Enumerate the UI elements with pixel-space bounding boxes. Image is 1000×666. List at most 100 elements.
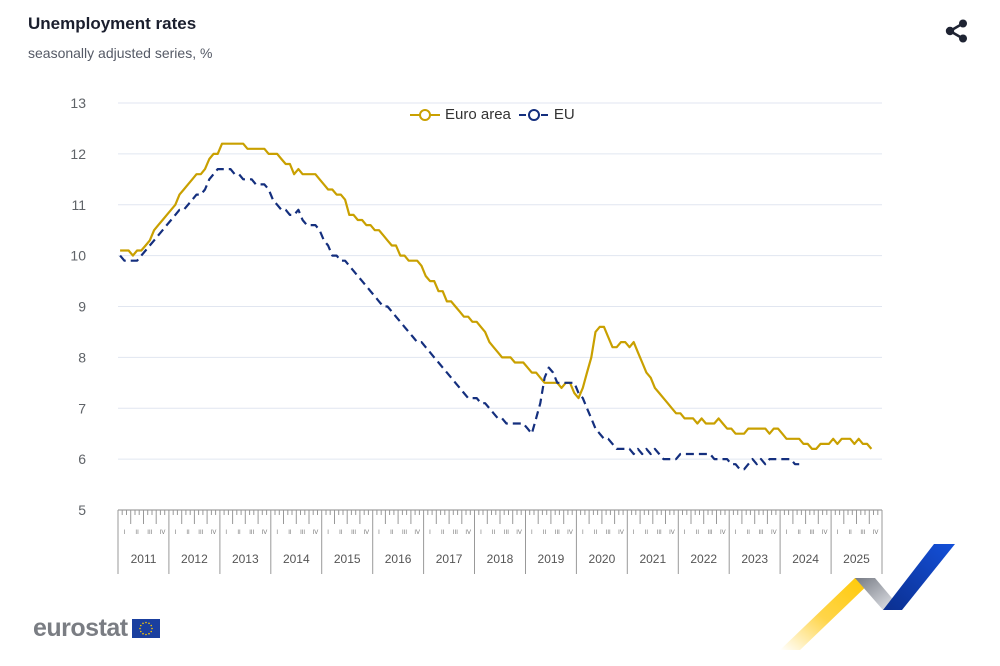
x-year-label: 2023 xyxy=(741,552,768,566)
series-line-eu[interactable] xyxy=(119,168,800,471)
x-quarter-label: IV xyxy=(822,530,828,536)
eu-legend-icon xyxy=(518,108,549,121)
legend-item-euro-area[interactable]: Euro area xyxy=(410,106,511,123)
x-quarter-label: III xyxy=(708,530,713,536)
x-quarter-label: IV xyxy=(873,530,879,536)
x-year-label: 2019 xyxy=(538,552,565,566)
x-quarter-label: IV xyxy=(313,530,319,536)
x-quarter-label: III xyxy=(402,530,407,536)
share-icon xyxy=(945,19,967,43)
x-quarter-label: IV xyxy=(160,530,166,536)
x-quarter-label: IV xyxy=(771,530,777,536)
x-quarter-label: I xyxy=(276,530,278,536)
x-quarter-label: III xyxy=(453,530,458,536)
x-quarter-label: I xyxy=(174,530,176,536)
x-quarter-label: IV xyxy=(567,530,573,536)
x-year-label: 2022 xyxy=(690,552,717,566)
x-year-label: 2017 xyxy=(436,552,463,566)
x-quarter-label: I xyxy=(582,530,584,536)
x-quarter-label: III xyxy=(249,530,254,536)
x-year-label: 2011 xyxy=(131,552,157,566)
legend-item-eu[interactable]: EU xyxy=(518,106,575,123)
x-year-label: 2024 xyxy=(792,552,819,566)
eurostat-logo: eurostat xyxy=(33,614,160,643)
x-quarter-label: II xyxy=(237,530,241,536)
x-quarter-label: II xyxy=(186,530,190,536)
series-line-euro-area[interactable] xyxy=(120,142,873,450)
x-quarter-label: IV xyxy=(211,530,217,536)
y-tick-label: 10 xyxy=(70,248,86,264)
x-quarter-label: III xyxy=(198,530,203,536)
x-quarter-label: II xyxy=(288,530,292,536)
x-quarter-label: I xyxy=(327,530,329,536)
x-quarter-label: II xyxy=(543,530,547,536)
x-year-label: 2016 xyxy=(385,552,412,566)
x-year-label: 2014 xyxy=(283,552,310,566)
logo-text: eurostat xyxy=(33,614,128,642)
x-year-label: 2020 xyxy=(589,552,616,566)
x-quarter-label: I xyxy=(837,530,839,536)
x-quarter-label: III xyxy=(758,530,763,536)
x-quarter-label: II xyxy=(492,530,496,536)
x-quarter-label: IV xyxy=(363,530,369,536)
x-quarter-label: IV xyxy=(414,530,420,536)
y-tick-label: 5 xyxy=(78,502,86,518)
x-quarter-label: III xyxy=(351,530,356,536)
x-quarter-label: III xyxy=(657,530,662,536)
chart-title: Unemployment rates xyxy=(28,14,197,33)
x-quarter-label: II xyxy=(645,530,649,536)
x-year-label: 2018 xyxy=(487,552,514,566)
x-quarter-label: I xyxy=(633,530,635,536)
x-quarter-label: II xyxy=(696,530,700,536)
x-quarter-label: III xyxy=(809,530,814,536)
euro-area-legend-icon xyxy=(410,108,440,121)
x-quarter-label: IV xyxy=(669,530,675,536)
y-tick-label: 6 xyxy=(78,451,86,467)
y-tick-label: 12 xyxy=(70,146,86,162)
x-quarter-label: III xyxy=(300,530,305,536)
x-year-label: 2013 xyxy=(232,552,259,566)
x-quarter-label: IV xyxy=(516,530,522,536)
x-quarter-label: III xyxy=(860,530,865,536)
x-quarter-label: III xyxy=(555,530,560,536)
x-quarter-label: II xyxy=(390,530,394,536)
x-quarter-label: IV xyxy=(465,530,471,536)
x-year-label: 2015 xyxy=(334,552,361,566)
legend-label-eu: EU xyxy=(553,106,575,123)
x-quarter-label: IV xyxy=(720,530,726,536)
x-quarter-label: III xyxy=(504,530,509,536)
x-quarter-label: II xyxy=(849,530,853,536)
x-quarter-label: II xyxy=(339,530,343,536)
x-quarter-label: II xyxy=(594,530,598,536)
x-quarter-label: III xyxy=(606,530,611,536)
y-tick-label: 13 xyxy=(70,95,86,111)
chart-subtitle: seasonally adjusted series, % xyxy=(28,45,213,61)
x-year-label: 2021 xyxy=(639,552,666,566)
y-tick-label: 8 xyxy=(78,349,86,365)
x-quarter-label: II xyxy=(441,530,445,536)
eu-flag-icon xyxy=(131,619,160,638)
x-quarter-label: I xyxy=(735,530,737,536)
y-tick-label: 7 xyxy=(78,400,86,416)
x-quarter-label: IV xyxy=(618,530,624,536)
decorative-ribbon-graphic xyxy=(780,544,955,650)
x-quarter-label: II xyxy=(135,530,139,536)
share-button[interactable] xyxy=(942,16,972,46)
x-quarter-label: II xyxy=(747,530,751,536)
x-quarter-label: I xyxy=(225,530,227,536)
x-quarter-label: IV xyxy=(262,530,268,536)
x-year-label: 2025 xyxy=(843,552,870,566)
legend-label-euro-area: Euro area xyxy=(445,106,511,123)
x-quarter-label: I xyxy=(480,530,482,536)
x-quarter-label: I xyxy=(684,530,686,536)
x-quarter-label: II xyxy=(798,530,802,536)
x-quarter-label: I xyxy=(124,530,126,536)
y-tick-label: 11 xyxy=(71,197,86,213)
y-tick-label: 9 xyxy=(78,299,86,315)
x-quarter-label: I xyxy=(378,530,380,536)
x-quarter-label: I xyxy=(429,530,431,536)
x-quarter-label: I xyxy=(531,530,533,536)
x-quarter-label: III xyxy=(147,530,152,536)
x-year-label: 2012 xyxy=(181,552,208,566)
legend: Euro area EU xyxy=(410,106,575,123)
